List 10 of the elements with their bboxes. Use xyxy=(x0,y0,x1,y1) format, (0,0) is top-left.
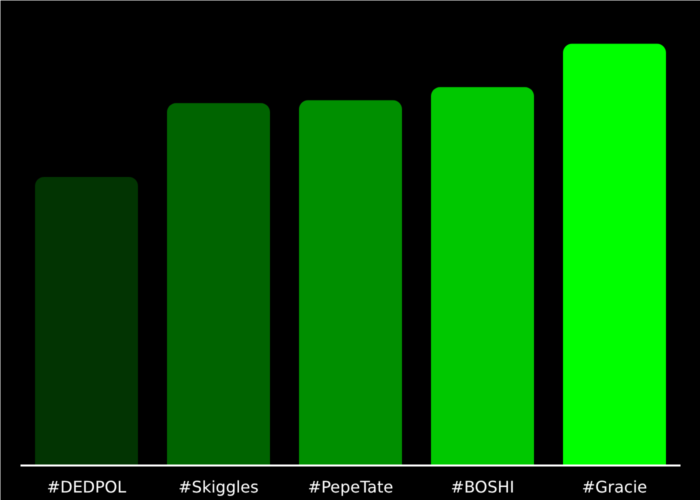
x-tick-label: #Skiggles xyxy=(178,478,259,496)
bar xyxy=(35,176,138,466)
x-tick-label: #PepeTate xyxy=(308,478,394,496)
bar xyxy=(299,100,402,466)
x-tick-label: #BOSHI xyxy=(450,478,514,496)
bar xyxy=(431,87,534,466)
bar xyxy=(563,44,666,466)
x-tick-label: #Gracie xyxy=(582,478,648,496)
bar xyxy=(167,103,270,466)
x-tick-label: #DEDPOL xyxy=(46,478,126,496)
